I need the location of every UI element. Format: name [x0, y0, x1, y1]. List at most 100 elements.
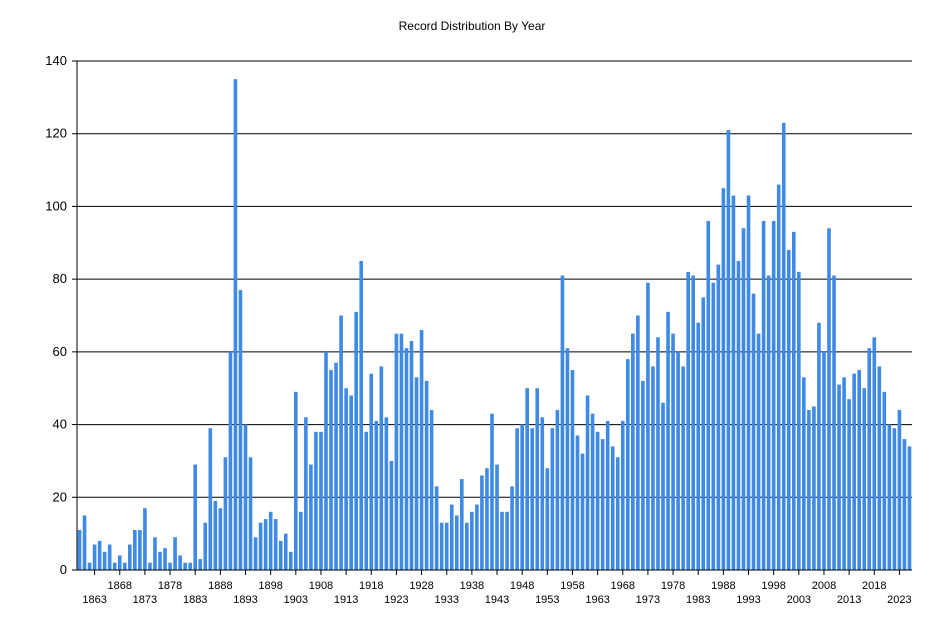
- bar: [429, 410, 434, 570]
- bar: [867, 348, 872, 570]
- bar: [248, 457, 253, 570]
- bar: [791, 231, 796, 570]
- bar: [193, 464, 198, 570]
- bar: [394, 333, 399, 570]
- x-tick-label: 1978: [661, 580, 685, 592]
- bar: [449, 504, 454, 570]
- bar: [550, 428, 555, 570]
- bar: [278, 540, 283, 570]
- bar: [756, 333, 761, 570]
- y-tick-label: 60: [53, 344, 67, 359]
- bar: [847, 399, 851, 570]
- bar: [897, 410, 902, 570]
- bar: [676, 351, 680, 570]
- x-tick-label: 1988: [711, 580, 735, 592]
- bar: [590, 413, 595, 570]
- bar: [505, 511, 509, 570]
- bar: [580, 453, 585, 570]
- bar: [233, 79, 238, 571]
- bar: [334, 362, 338, 570]
- bar: [857, 370, 861, 570]
- bar: [409, 340, 414, 570]
- bar: [535, 388, 540, 570]
- bar: [902, 439, 907, 570]
- bar: [465, 522, 469, 570]
- bar: [299, 511, 303, 570]
- bar: [414, 377, 419, 570]
- bar: [530, 428, 535, 570]
- x-tick-label: 1973: [636, 594, 660, 606]
- bar: [615, 457, 620, 570]
- bar: [560, 275, 565, 570]
- bar: [102, 551, 107, 570]
- bar: [439, 522, 444, 570]
- bar: [706, 220, 711, 570]
- bar: [585, 395, 590, 570]
- bar: [273, 519, 278, 570]
- bar: [636, 315, 640, 570]
- chart-title: Record Distribution By Year: [399, 19, 546, 33]
- bar: [228, 351, 233, 570]
- bar: [359, 260, 364, 570]
- bar: [223, 457, 228, 570]
- bar: [766, 275, 771, 570]
- axes: [76, 61, 912, 571]
- bar: [610, 446, 615, 570]
- x-tick-label: 1883: [183, 594, 207, 606]
- bar: [520, 424, 524, 570]
- bar: [656, 337, 660, 570]
- bar: [319, 431, 323, 570]
- bar: [133, 530, 137, 570]
- bar: [842, 377, 846, 570]
- bar: [475, 504, 479, 570]
- bar: [681, 366, 685, 570]
- bar: [786, 250, 791, 570]
- x-tick-labels: 1868 1878 1888 1898 1908 1918 1928 1938 1948 1958…: [82, 570, 912, 606]
- bar: [77, 530, 82, 570]
- bar: [404, 348, 409, 570]
- bar: [183, 562, 187, 570]
- x-tick-label: 1888: [208, 580, 232, 592]
- bar: [117, 555, 122, 570]
- bar: [751, 293, 756, 570]
- x-tick-label: 2003: [787, 594, 811, 606]
- bar: [646, 282, 650, 570]
- x-tick-label: 2023: [887, 594, 911, 606]
- bar: [349, 395, 353, 570]
- x-tick-label: 1953: [535, 594, 559, 606]
- bar: [812, 406, 816, 570]
- bar: [741, 228, 746, 571]
- bar: [304, 417, 308, 570]
- bar: [374, 420, 379, 570]
- x-tick-label: 2013: [837, 594, 861, 606]
- bar: [198, 559, 203, 570]
- bar: [545, 468, 550, 570]
- bar: [761, 220, 766, 570]
- bar: [344, 388, 348, 570]
- bar: [138, 530, 142, 570]
- bar: [500, 511, 504, 570]
- bars: [77, 79, 912, 571]
- bar: [686, 271, 690, 570]
- x-tick-label: 1918: [359, 580, 383, 592]
- bar: [736, 260, 741, 570]
- bar: [107, 544, 112, 570]
- bar: [822, 351, 826, 570]
- bar: [837, 384, 841, 570]
- y-tick-label: 0: [60, 562, 67, 577]
- bar: [97, 540, 102, 570]
- bar: [208, 428, 213, 570]
- bar: [309, 464, 313, 570]
- x-tick-label: 2008: [812, 580, 836, 592]
- bar: [827, 228, 831, 571]
- bar: [651, 366, 655, 570]
- bar: [726, 130, 731, 570]
- x-tick-label: 1958: [560, 580, 584, 592]
- bar: [258, 522, 263, 570]
- x-tick-label: 1893: [233, 594, 257, 606]
- bar: [570, 370, 575, 570]
- x-tick-label: 1963: [585, 594, 609, 606]
- x-tick-label: 1993: [736, 594, 760, 606]
- bar: [454, 515, 459, 570]
- bar: [329, 370, 333, 570]
